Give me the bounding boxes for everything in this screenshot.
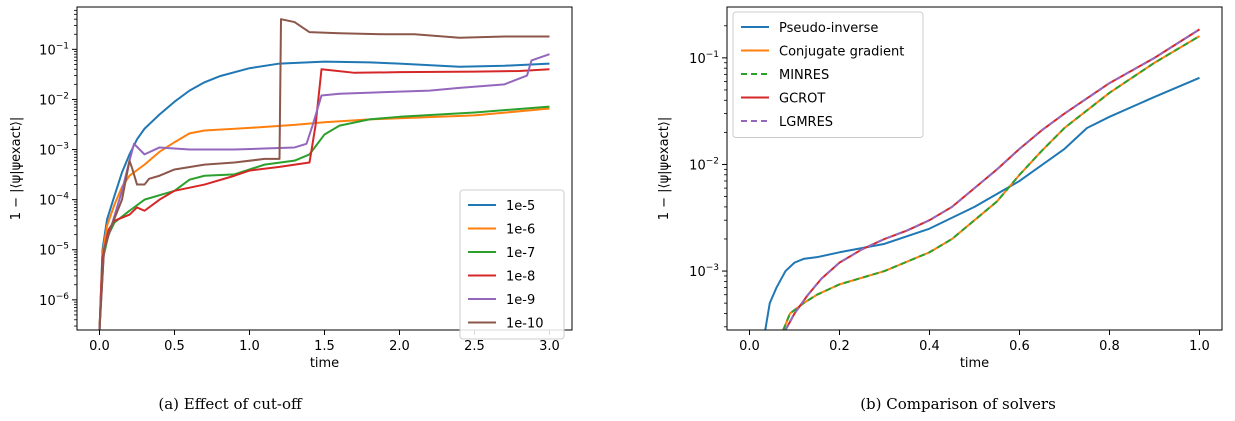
legend-label-1: Conjugate gradient: [779, 45, 904, 60]
series-line-3: [784, 28, 1201, 330]
legend-label-4: 1e-9: [506, 293, 535, 308]
legend-label-2: MINRES: [779, 68, 829, 83]
y-tick-label: 10−1: [689, 50, 719, 67]
x-tick-label: 0.0: [89, 339, 110, 354]
y-tick-label: 10−3: [689, 263, 719, 280]
legend-label-0: 1e-5: [506, 199, 535, 214]
x-tick-label: 2.0: [389, 339, 410, 354]
y-tick-label: 10−6: [39, 292, 69, 309]
y-tick-label: 10−1: [39, 41, 69, 58]
series-line-0: [764, 76, 1200, 330]
series-line-3: [98, 68, 550, 330]
x-tick-label: 3.0: [539, 339, 560, 354]
x-tick-label: 1.5: [314, 339, 335, 354]
legend-label-3: GCROT: [779, 92, 825, 107]
series-lines: [98, 18, 550, 330]
x-tick-label: 1.0: [239, 339, 260, 354]
x-tick-label: 0.6: [1009, 339, 1030, 354]
legend-label-2: 1e-7: [506, 246, 535, 261]
y-axis-label: 1 − |⟨ψ|ψexact⟩|: [9, 117, 24, 221]
series-line-2: [782, 35, 1201, 330]
panel-a: 0.0 0.5 1.0 1.5 2.0 2.5 3.0 10−6 10−5 10−4 10−3 10−…: [9, 6, 573, 371]
y-tick-label: 10−2: [689, 156, 719, 173]
legend-label-1: 1e-6: [506, 223, 535, 238]
legend-label-4: LGMRES: [779, 115, 833, 130]
x-tick-label: 0.8: [1099, 339, 1120, 354]
y-tick-label: 10−4: [39, 192, 69, 209]
x-axis-label: time: [960, 356, 989, 371]
y-tick-label: 10−3: [39, 142, 69, 159]
y-axis-label: 1 − |⟨ψ|ψexact⟩|: [657, 117, 672, 221]
caption-b: (b) Comparison of solvers: [860, 395, 1056, 413]
legend-label-0: Pseudo-inverse: [779, 21, 878, 36]
series-lines: [764, 28, 1201, 330]
panel-b: 0.0 0.2 0.4 0.6 0.8 1.0 10−3 10−2 10−1 time 1 − |⟨…: [657, 6, 1223, 371]
series-line-0: [98, 60, 550, 330]
y-tick-label: 10−5: [39, 242, 69, 259]
y-tick-label: 10−2: [39, 91, 69, 108]
legend-label-3: 1e-8: [506, 270, 535, 285]
caption-a: (a) Effect of cut-off: [158, 395, 303, 413]
x-tick-label: 0.0: [739, 339, 760, 354]
x-tick-label: 0.5: [164, 339, 185, 354]
x-tick-label: 0.2: [829, 339, 850, 354]
x-tick-label: 2.5: [464, 339, 485, 354]
series-line-5: [98, 18, 550, 330]
x-tick-label: 1.0: [1189, 339, 1210, 354]
legend-label-5: 1e-10: [506, 317, 544, 332]
axes-frame: [726, 6, 1223, 331]
legend: 1e-5 1e-6 1e-7 1e-8 1e-9 1e-10: [459, 189, 565, 340]
legend: Pseudo-inverse Conjugate gradient MINRES GC…: [732, 11, 924, 138]
x-tick-label: 0.4: [919, 339, 940, 354]
x-axis-label: time: [310, 356, 339, 371]
